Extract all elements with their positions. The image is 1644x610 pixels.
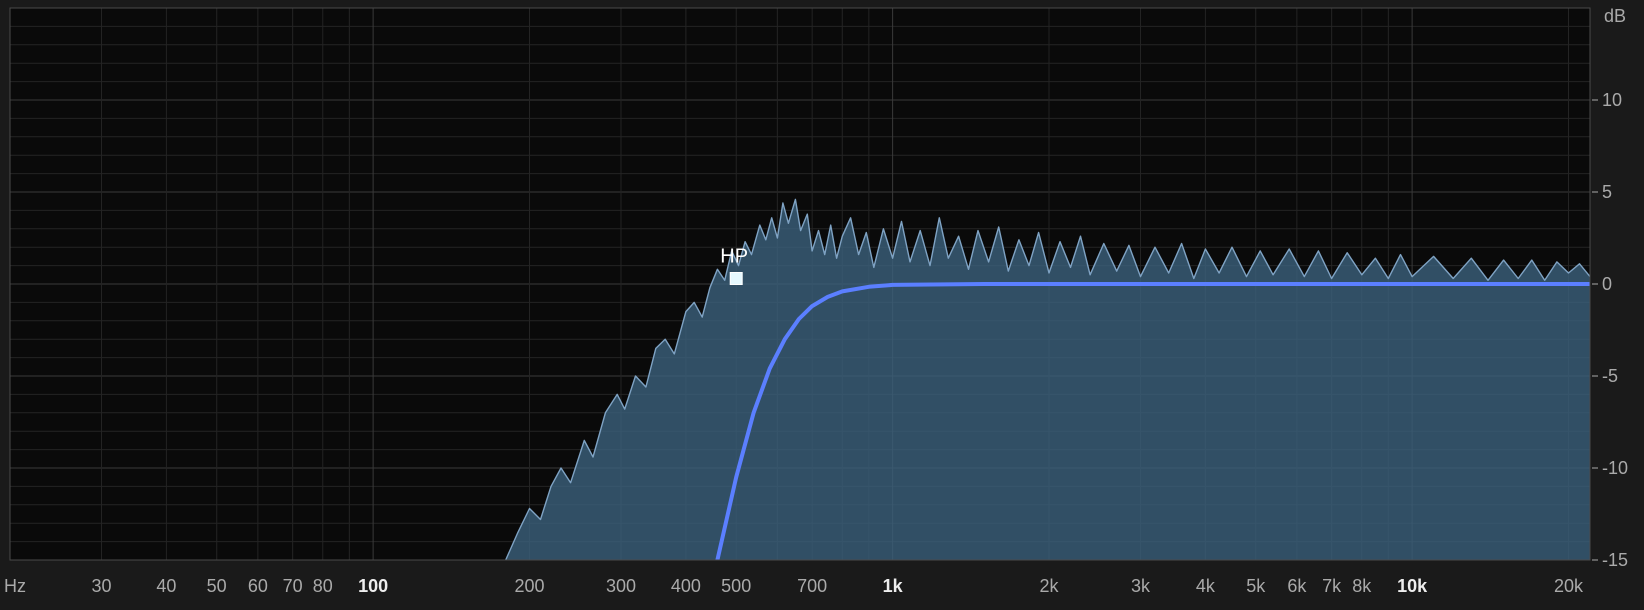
x-tick-label: 50 xyxy=(207,576,227,596)
x-tick-label: 5k xyxy=(1246,576,1266,596)
x-tick-label: 20k xyxy=(1554,576,1584,596)
x-tick-label: 500 xyxy=(721,576,751,596)
x-tick-label: 100 xyxy=(358,576,388,596)
x-tick-label: 3k xyxy=(1131,576,1151,596)
band-label-hp: HP xyxy=(720,246,748,268)
x-tick-label: 6k xyxy=(1287,576,1307,596)
x-tick-label: 7k xyxy=(1322,576,1342,596)
x-axis-unit: Hz xyxy=(4,576,26,596)
x-tick-label: 80 xyxy=(313,576,333,596)
y-tick-label: -15 xyxy=(1602,550,1628,570)
eq-svg: HP1050-5-10-15dB304050607080100200300400… xyxy=(0,0,1644,610)
y-tick-label: -5 xyxy=(1602,366,1618,386)
x-tick-label: 200 xyxy=(514,576,544,596)
y-tick-label: 10 xyxy=(1602,90,1622,110)
x-tick-label: 400 xyxy=(671,576,701,596)
y-tick-label: 5 xyxy=(1602,182,1612,202)
y-tick-label: -10 xyxy=(1602,458,1628,478)
y-tick-label: 0 xyxy=(1602,274,1612,294)
x-tick-label: 2k xyxy=(1039,576,1059,596)
y-axis-unit: dB xyxy=(1604,6,1626,26)
x-tick-label: 30 xyxy=(91,576,111,596)
x-tick-label: 8k xyxy=(1352,576,1372,596)
x-tick-label: 1k xyxy=(883,576,904,596)
eq-display[interactable]: HP1050-5-10-15dB304050607080100200300400… xyxy=(0,0,1644,610)
x-tick-label: 700 xyxy=(797,576,827,596)
x-tick-label: 40 xyxy=(156,576,176,596)
x-tick-label: 70 xyxy=(283,576,303,596)
x-tick-label: 10k xyxy=(1397,576,1428,596)
x-tick-label: 4k xyxy=(1196,576,1216,596)
x-tick-label: 300 xyxy=(606,576,636,596)
band-handle-hp[interactable] xyxy=(730,273,742,285)
x-tick-label: 60 xyxy=(248,576,268,596)
